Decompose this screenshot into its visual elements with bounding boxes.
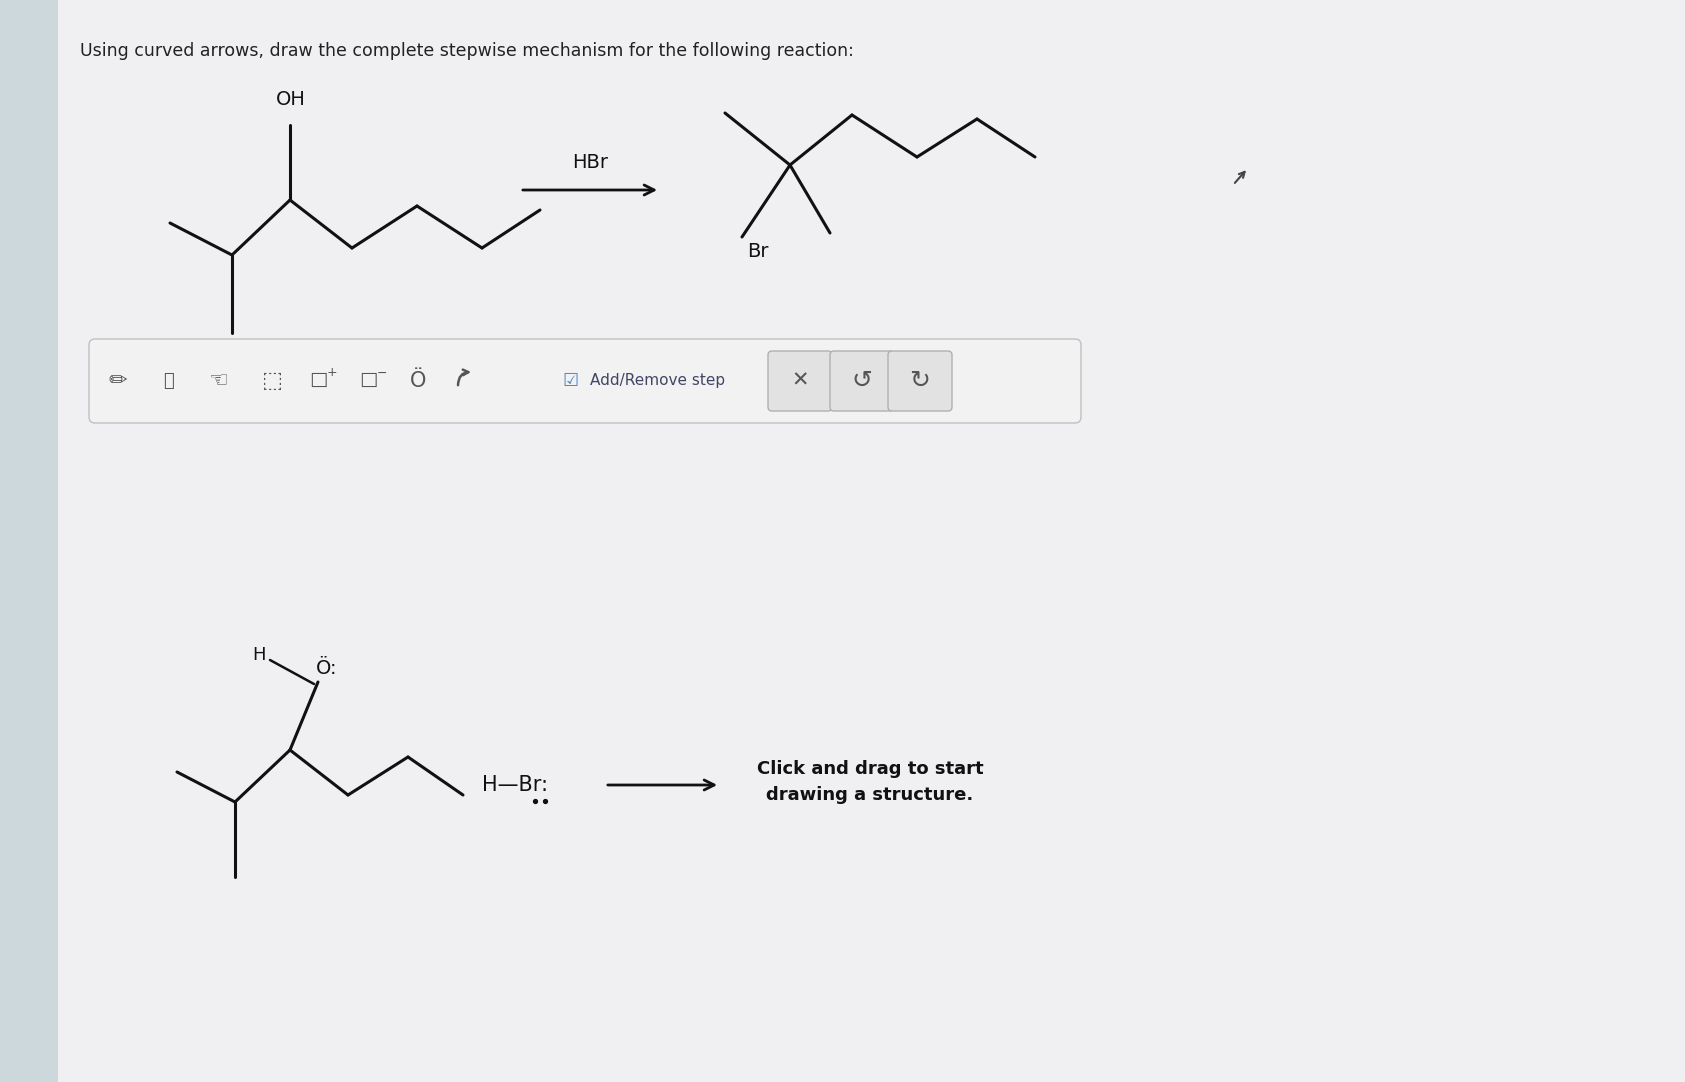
Text: Add/Remove step: Add/Remove step	[590, 373, 725, 388]
Text: Click and drag to start
drawing a structure.: Click and drag to start drawing a struct…	[757, 761, 984, 804]
Text: −: −	[377, 367, 388, 380]
Text: ⬚: ⬚	[261, 371, 283, 391]
FancyBboxPatch shape	[768, 351, 832, 411]
Text: □: □	[308, 369, 327, 388]
Text: Using curved arrows, draw the complete stepwise mechanism for the following reac: Using curved arrows, draw the complete s…	[79, 42, 854, 60]
Text: ☑: ☑	[561, 372, 578, 390]
FancyBboxPatch shape	[831, 351, 895, 411]
Text: ☜: ☜	[207, 371, 227, 391]
Text: Ö: Ö	[409, 371, 426, 391]
Text: Br: Br	[746, 242, 768, 261]
Text: H—Br:: H—Br:	[482, 775, 548, 795]
Text: ✏: ✏	[110, 371, 128, 391]
Text: H: H	[253, 646, 266, 664]
Bar	[0, 0, 57, 1082]
Text: ✕: ✕	[792, 371, 809, 391]
Text: Ö:: Ö:	[317, 659, 337, 678]
FancyBboxPatch shape	[89, 339, 1082, 423]
Text: ⬜: ⬜	[163, 372, 174, 390]
Text: □: □	[359, 369, 377, 388]
Text: ↻: ↻	[910, 369, 930, 393]
FancyBboxPatch shape	[888, 351, 952, 411]
Text: +: +	[327, 367, 337, 380]
Text: HBr: HBr	[571, 153, 608, 172]
Text: ↺: ↺	[851, 369, 873, 393]
Text: OH: OH	[276, 90, 307, 109]
